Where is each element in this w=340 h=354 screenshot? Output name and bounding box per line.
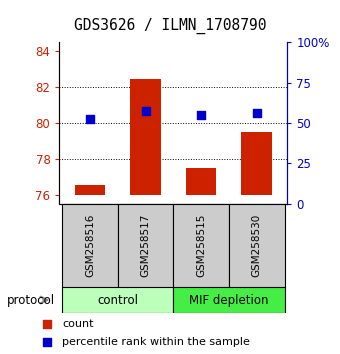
Bar [241,132,272,195]
Text: GSM258516: GSM258516 [85,213,95,277]
Text: count: count [62,319,94,329]
Text: control: control [97,293,138,307]
Text: GSM258517: GSM258517 [141,213,151,277]
Bar [173,204,229,287]
Point [87,116,93,122]
Bar [62,204,118,287]
Bar [75,185,105,195]
Bar [118,204,173,287]
Point [199,112,204,118]
Text: GSM258515: GSM258515 [196,213,206,277]
Bar [229,204,285,287]
Bar [130,79,161,195]
Text: GSM258530: GSM258530 [252,213,262,277]
Text: percentile rank within the sample: percentile rank within the sample [62,337,250,347]
Point [143,109,148,114]
Text: MIF depletion: MIF depletion [189,293,269,307]
Point [254,110,259,116]
Text: GDS3626 / ILMN_1708790: GDS3626 / ILMN_1708790 [74,17,266,34]
Bar [62,287,173,313]
Point [45,321,50,327]
Bar [186,168,217,195]
Text: protocol: protocol [7,293,55,307]
Bar [173,287,285,313]
Point [45,339,50,344]
